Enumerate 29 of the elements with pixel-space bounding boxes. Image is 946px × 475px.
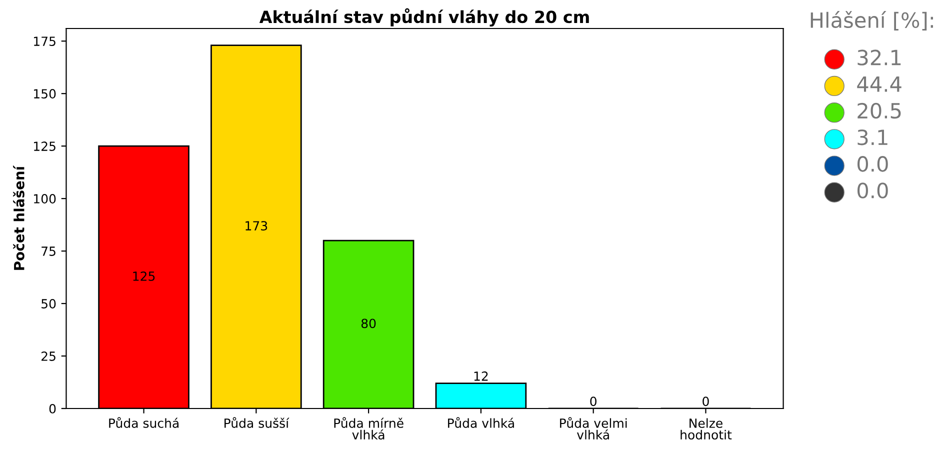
y-axis-title: Počet hlášení	[13, 165, 24, 270]
text: 44.4	[857, 76, 902, 92]
x-tick-label: Půda suchá	[109, 417, 178, 428]
text: 0.0	[858, 156, 888, 172]
text: 0.0	[858, 182, 888, 198]
x-tick-label: Půda sušší	[224, 417, 290, 428]
y-tick-label: 50	[42, 299, 56, 308]
data-label: 0	[590, 396, 596, 406]
legend-title: Hlášení [%]:	[810, 11, 933, 30]
y-tick-label: 175	[34, 36, 56, 46]
data-label: 0	[702, 396, 709, 406]
data-label: 173	[246, 221, 268, 231]
y-tick-label: 25	[42, 351, 56, 361]
x-tick-label: Půda vlhká	[448, 417, 514, 428]
x-tick-label: Půda mírně vlhká	[334, 417, 404, 440]
data-label: 80	[361, 318, 376, 328]
data-label: 125	[133, 271, 155, 281]
x-tick-label: Nelze hodnotit	[680, 418, 732, 440]
y-tick-label: 75	[42, 246, 56, 256]
y-tick-label: 150	[34, 89, 56, 99]
y-tick-label: 100	[34, 194, 56, 204]
y-tick-label: 0	[49, 404, 56, 414]
chart-title: Aktuální stav půdní vláhy do 20 cm	[259, 8, 589, 27]
text: 20.5	[858, 102, 901, 119]
text: 32.1	[858, 50, 901, 66]
data-label: 12	[474, 371, 488, 381]
x-tick-label: Půda velmi vlhká	[560, 417, 627, 440]
text: 3.1	[858, 129, 888, 146]
y-tick-label: 125	[34, 142, 56, 151]
